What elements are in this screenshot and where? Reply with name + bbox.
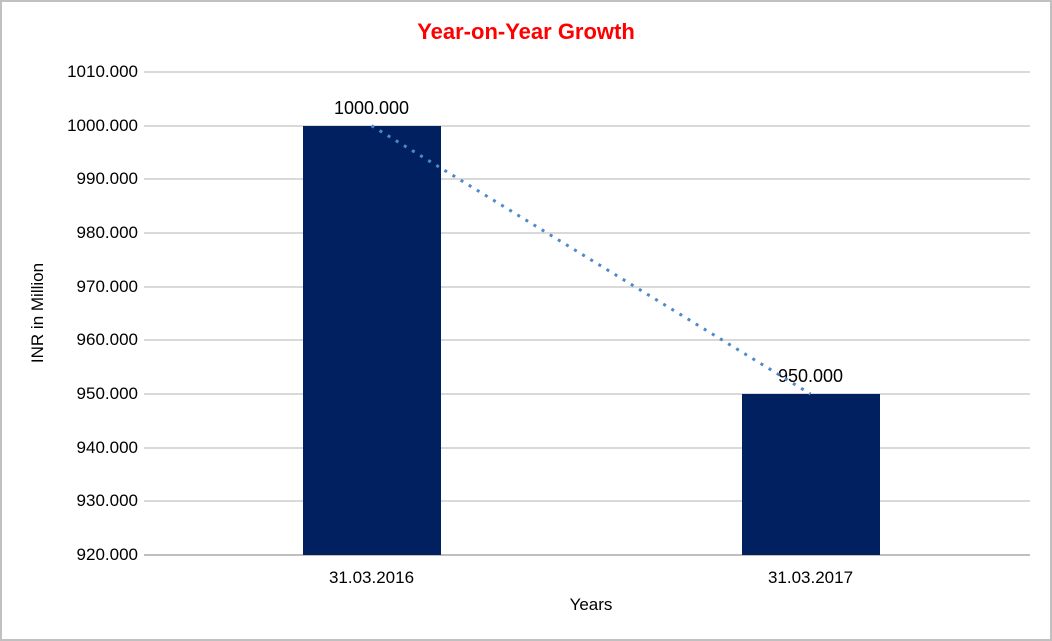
bar-31.03.2016 [302, 125, 441, 555]
y-axis-tick [144, 124, 152, 127]
y-axis-tick [144, 393, 152, 395]
y-tick-label: 920.000 [76, 545, 138, 564]
y-tick-label: 950.000 [76, 384, 138, 403]
gridline [152, 285, 1030, 288]
y-tick-label: 930.000 [76, 491, 138, 511]
gridline [152, 71, 1030, 73]
gridline [152, 124, 1030, 127]
x-axis-line [152, 554, 1030, 556]
x-tick-label: 31.03.2016 [328, 568, 415, 587]
y-tick-label: 1000.000 [67, 115, 138, 135]
gridline [152, 339, 1030, 342]
y-axis-tick [144, 178, 152, 181]
chart-title: Year-on-Year Growth [417, 19, 635, 44]
y-tick-label: 990.000 [76, 169, 138, 189]
y-axis-tick [144, 339, 152, 342]
gridline [152, 232, 1030, 234]
y-axis-tick [144, 554, 152, 556]
y-tick-label: 960.000 [76, 330, 138, 350]
y-axis-tick [144, 500, 152, 503]
data-label: 1000.000 [333, 97, 410, 118]
gridline [152, 446, 1030, 449]
y-tick-label: 970.000 [76, 276, 138, 296]
y-tick-label: 980.000 [76, 223, 138, 242]
y-axis-tick [144, 446, 152, 449]
data-label: 950.000 [777, 366, 844, 386]
gridline [152, 393, 1030, 395]
bar-31.03.2017 [741, 394, 880, 555]
y-axis-tick [144, 285, 152, 288]
gridline [152, 500, 1030, 503]
y-tick-label: 1010.000 [67, 62, 138, 81]
x-tick-label: 31.03.2017 [767, 568, 854, 587]
y-tick-label: 940.000 [76, 437, 138, 457]
y-axis-tick [144, 71, 152, 73]
x-axis-title: Years [569, 595, 613, 614]
gridline [152, 178, 1030, 181]
y-axis-tick [144, 232, 152, 234]
